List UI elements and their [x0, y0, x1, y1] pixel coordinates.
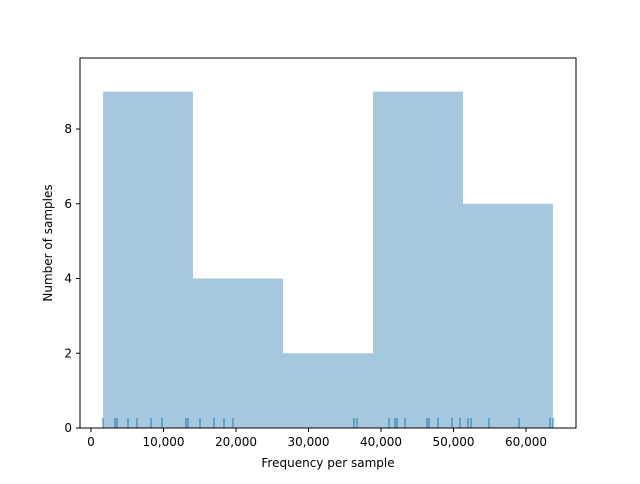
y-tick-label: 0: [64, 421, 72, 435]
x-tick-label: 0: [87, 435, 95, 449]
bar: [192, 278, 283, 428]
y-tick-label: 4: [64, 272, 72, 286]
x-tick-label: 50,000: [432, 435, 474, 449]
y-tick-label: 2: [64, 346, 72, 360]
plot-frame: [79, 57, 577, 429]
x-tick-label: 60,000: [505, 435, 547, 449]
y-tick-label: 8: [64, 122, 72, 136]
y-tick-label: 6: [64, 197, 72, 211]
bar: [373, 91, 463, 429]
x-tick-label: 40,000: [360, 435, 402, 449]
bar: [282, 353, 374, 428]
bar: [462, 203, 553, 428]
x-tick-label: 20,000: [215, 435, 257, 449]
x-tick-label: 10,000: [142, 435, 184, 449]
bar: [102, 91, 193, 429]
x-axis-label: Frequency per sample: [261, 456, 394, 470]
y-axis-label: Number of samples: [41, 184, 55, 301]
x-tick-label: 30,000: [287, 435, 329, 449]
